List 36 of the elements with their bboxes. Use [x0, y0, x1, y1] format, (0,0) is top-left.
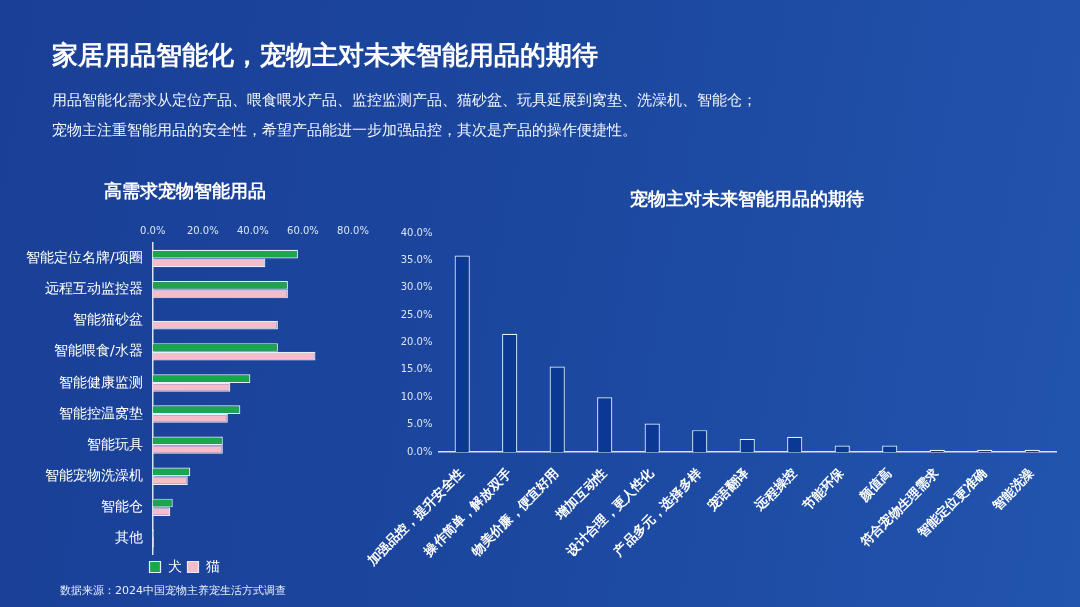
x-tick-label: 80.0% — [337, 224, 369, 236]
text: 宠物主注重智能用品的安全性，希望产品能进一步加强品控，其次是产品的操作便捷性。 — [52, 120, 637, 140]
y-tick-label: 35.0% — [400, 253, 433, 265]
x-tick-label: 0.0% — [140, 224, 166, 236]
y-tick-label: 智能喂食/水器 — [54, 342, 143, 359]
x-tick-label: 20.0% — [186, 224, 219, 236]
y-tick-label: 15.0% — [400, 363, 433, 375]
y-tick-label: 10.0% — [400, 390, 433, 402]
y-tick-label: 0.0% — [407, 445, 433, 457]
x-tick-label: 节能环保 — [798, 464, 848, 514]
x-tick-label: 宠语翻译 — [703, 464, 753, 514]
y-tick-label: 5.0% — [407, 418, 433, 430]
x-tick-label: 颜值高 — [855, 465, 895, 505]
y-tick-label: 20.0% — [400, 336, 433, 348]
legend-label: 猫 — [205, 557, 220, 574]
y-tick-label: 25.0% — [400, 308, 433, 320]
y-tick-label: 其他 — [114, 529, 143, 546]
chart-title: 高需求宠物智能用品 — [103, 181, 266, 202]
y-tick-label: 智能宠物洗澡机 — [44, 466, 143, 483]
x-tick-label: 远程操控 — [751, 465, 800, 514]
x-tick-label: 60.0% — [287, 224, 319, 236]
y-tick-label: 智能玩具 — [86, 435, 143, 452]
y-tick-label: 智能定位名牌/项圈 — [26, 249, 143, 266]
y-tick-label: 远程互动监控器 — [44, 280, 143, 297]
y-tick-label: 智能控温窝垫 — [58, 404, 143, 421]
text: 用品智能化需求从定位产品、喂食喂水产品、监控监测产品、猫砂盆、玩具延展到窝垫、洗澡机、智能仓； — [52, 90, 757, 110]
x-tick-label: 智能洗澡 — [988, 465, 1037, 514]
y-tick-label: 智能健康监测 — [58, 373, 143, 390]
y-tick-label: 智能仓 — [100, 497, 143, 514]
y-tick-label: 智能猫砂盆 — [72, 311, 143, 328]
text: 家居用品智能化，宠物主对未来智能用品的期待 — [52, 39, 598, 71]
source-note: 数据来源：2024中国宠物主养宠生活方式调查 — [60, 584, 286, 598]
x-tick-label: 40.0% — [236, 224, 269, 236]
legend-label: 犬 — [167, 557, 182, 574]
chart-title: 宠物主对未来智能用品的期待 — [629, 189, 865, 210]
y-tick-label: 30.0% — [400, 281, 433, 293]
